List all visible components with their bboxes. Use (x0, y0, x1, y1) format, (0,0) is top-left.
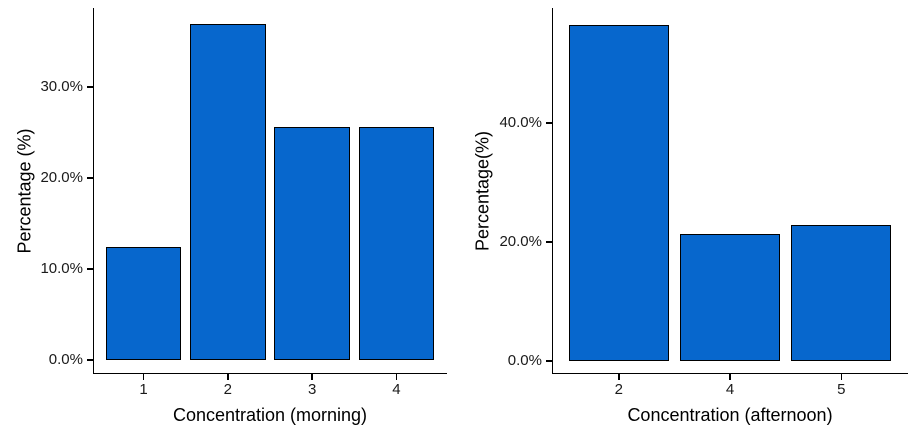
x-tick-label: 1 (139, 381, 148, 398)
x-tick-mark (618, 374, 620, 380)
y-axis-title-morning: Percentage (%) (14, 128, 35, 254)
plot-panel-afternoon (552, 8, 908, 374)
x-tick-mark (840, 374, 842, 380)
y-tick-mark (546, 241, 552, 243)
bar-category-2 (568, 25, 669, 361)
x-tick-mark (227, 374, 229, 380)
y-tick-mark (87, 268, 93, 270)
y-tick-mark (546, 360, 552, 362)
x-tick-mark (311, 374, 313, 380)
x-tick-label: 5 (837, 381, 846, 398)
x-tick-mark (395, 374, 398, 380)
y-tick-label: 40.0% (499, 113, 542, 131)
bar-category-1 (105, 247, 182, 360)
plot-panel-morning (93, 8, 447, 374)
chart-afternoon: Percentage(%) Concentration (afternoon) … (458, 0, 916, 440)
y-tick-label: 0.0% (507, 351, 542, 369)
y-tick-mark (87, 359, 93, 361)
x-tick-label: 2 (614, 381, 623, 398)
bar-category-5 (791, 224, 892, 361)
y-tick-mark (546, 122, 552, 124)
y-tick-mark (87, 86, 93, 88)
y-tick-label: 10.0% (40, 259, 83, 277)
bar-category-4 (679, 234, 781, 361)
x-tick-label: 4 (725, 381, 735, 398)
bar-category-4 (358, 127, 435, 360)
x-tick-label: 2 (223, 381, 233, 398)
x-tick-label: 4 (392, 381, 401, 398)
x-axis-title-morning: Concentration (morning) (172, 405, 368, 425)
x-axis-title-afternoon: Concentration (afternoon) (627, 405, 833, 425)
y-tick-label: 20.0% (40, 169, 83, 187)
x-tick-label: 3 (307, 381, 317, 398)
y-tick-label: 0.0% (48, 350, 83, 368)
bar-category-2 (189, 24, 266, 360)
y-tick-mark (87, 177, 93, 179)
y-tick-label: 20.0% (499, 232, 542, 250)
bar-category-3 (274, 127, 351, 360)
x-tick-mark (729, 374, 731, 380)
x-tick-mark (142, 374, 145, 380)
y-tick-label: 30.0% (40, 78, 83, 96)
chart-morning: Percentage (%) Concentration (morning) 0… (14, 8, 447, 425)
